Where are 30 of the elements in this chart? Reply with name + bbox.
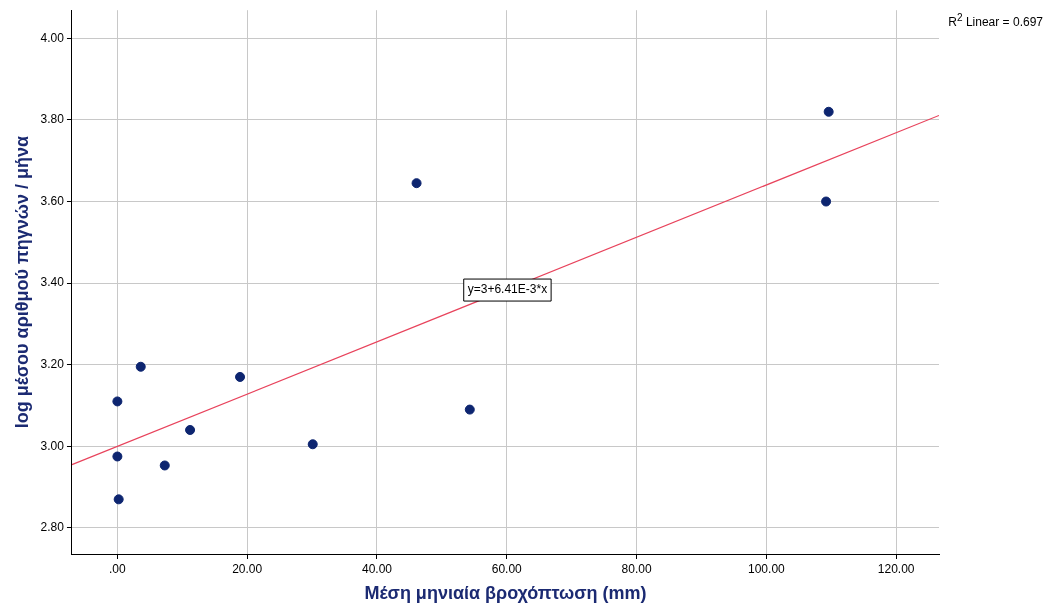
y-tick-label: 3.40 [40, 275, 65, 290]
point [135, 361, 146, 372]
point [185, 424, 196, 435]
point [112, 451, 123, 462]
y-tick-label: 4.00 [40, 30, 65, 45]
x-tick-label: 100.00 [748, 561, 786, 576]
point [235, 371, 246, 382]
point [821, 196, 832, 207]
point [411, 178, 422, 189]
y-axis-title: log μέσου αριθμού πηγνών / μήνα [11, 135, 32, 429]
x-tick-label: 20.00 [232, 561, 263, 576]
y-tick-label: 3.20 [40, 357, 65, 372]
text: R$^{2}$ Linear = 0.697 [948, 12, 1043, 29]
y-tick-label: 2.80 [40, 520, 65, 535]
x-tick-label: 120.00 [877, 561, 915, 576]
point [307, 439, 318, 450]
x-tick-label: .00 [109, 561, 127, 576]
x-tick-label: 80.00 [621, 561, 652, 576]
point [112, 396, 123, 407]
x-tick-label: 40.00 [361, 561, 393, 576]
point [823, 106, 834, 117]
y-tick-label: 3.60 [40, 193, 65, 208]
point [113, 494, 124, 505]
y-tick-label: 3.00 [40, 438, 65, 453]
annotation: y=3+6.41E-3*x [467, 282, 548, 297]
point [464, 404, 475, 415]
x-axis-title: Μέση μηνιαία βροχόπτωση (mm) [364, 583, 647, 604]
y-tick-label: 3.80 [40, 112, 65, 127]
point [159, 460, 170, 471]
x-tick-label: 60.00 [491, 561, 523, 576]
